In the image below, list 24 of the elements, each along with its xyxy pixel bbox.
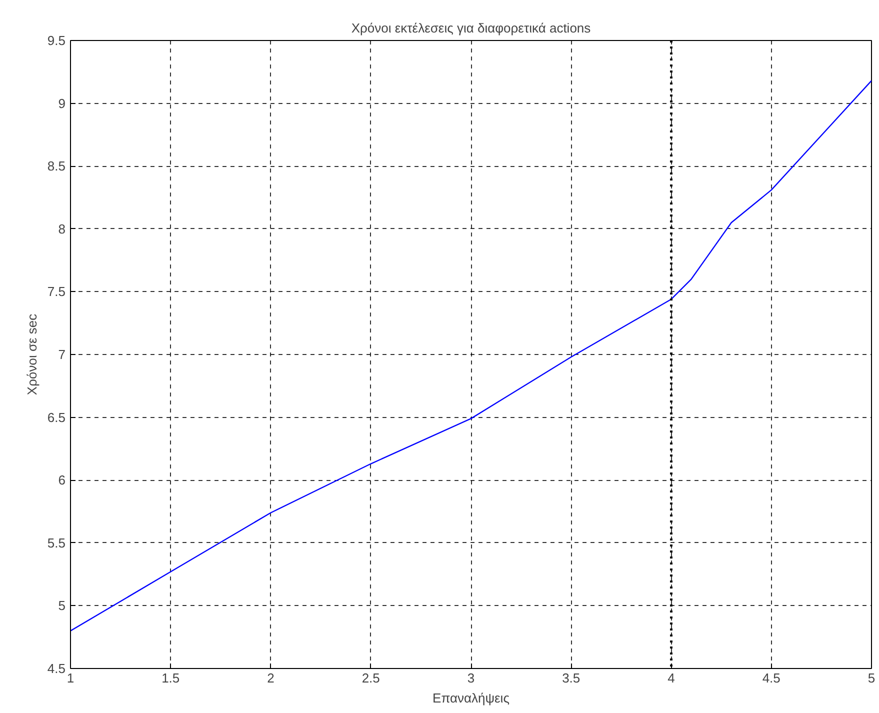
x-axis-title: Επαναλήψεις [432,690,510,706]
y-tick-label: 5 [58,598,66,614]
x-tick-label: 1.5 [162,670,180,686]
y-tick-label: 9 [58,96,66,111]
y-tick-label: 8 [58,221,66,236]
x-tick-label: 2 [267,670,274,686]
x-tick-label: 2.5 [362,670,380,686]
y-tick-label: 4.5 [47,661,66,676]
line-series [70,80,872,632]
y-tick-label: 6.5 [47,410,66,425]
y-axis-title: Χρόνοι σε sec [24,313,40,396]
y-tick-label: 7.5 [47,284,66,300]
y-tick-label: 9.5 [47,33,66,48]
x-tick-label: 4.5 [762,670,780,686]
y-tick-label: 6 [58,472,66,488]
chart-title: Χρόνοι εκτέλεσεις για διαφορετικά actions [351,20,592,36]
x-tick-label: 3.5 [562,670,580,686]
x-tick-label: 4 [668,670,675,686]
x-tick-label: 5 [868,670,876,686]
x-tick-label: 1 [66,670,74,686]
y-tick-label: 8.5 [47,158,66,174]
y-tick-label: 7 [58,347,66,362]
y-tick-label: 5.5 [47,535,66,550]
x-tick-label: 3 [467,670,475,686]
